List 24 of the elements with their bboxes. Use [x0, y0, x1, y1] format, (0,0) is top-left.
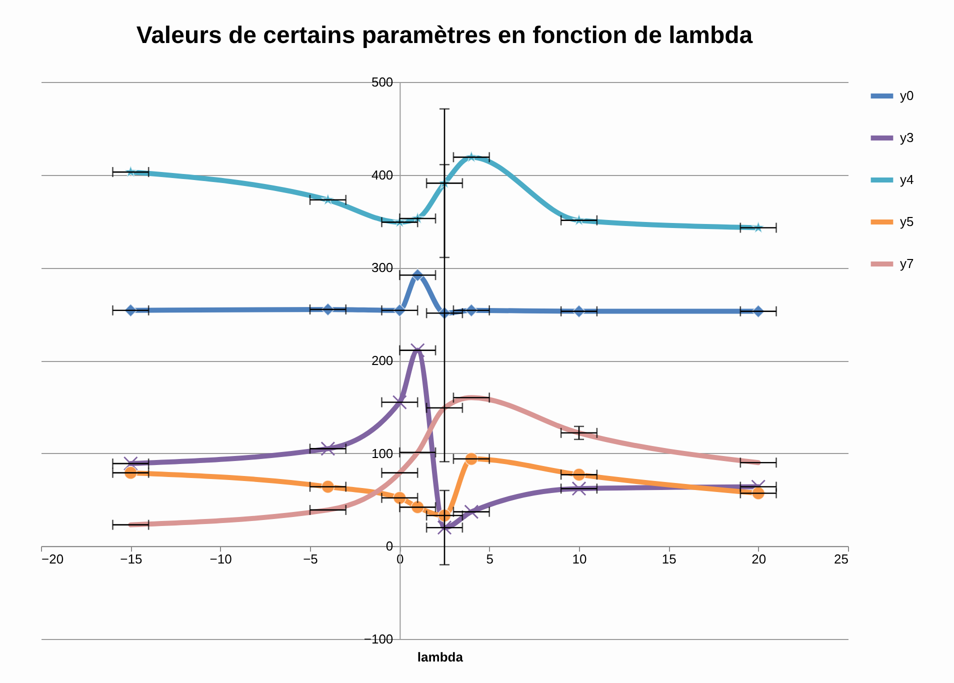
y-tick-label: 0 [386, 538, 394, 554]
x-tick-label: 10 [572, 552, 587, 567]
chart-title: Valeurs de certains paramètres en fonction de lambda [136, 22, 754, 49]
x-tick-label: −5 [303, 552, 318, 567]
legend-label: y4 [900, 172, 914, 187]
x-tick-label: −10 [210, 552, 232, 567]
y-tick-label: −100 [364, 632, 394, 646]
x-axis-title: lambda [417, 650, 464, 664]
x-tick-label: 20 [752, 552, 766, 567]
y-tick-label: 300 [371, 260, 394, 276]
y-tick-label: 400 [371, 167, 394, 182]
legend-label: y3 [900, 130, 914, 145]
x-tick-label: 0 [396, 552, 404, 567]
y-tick-label: 200 [371, 353, 394, 368]
legend-label: y0 [900, 88, 914, 103]
legend-label: y7 [900, 256, 914, 271]
y-tick-label: 100 [371, 446, 394, 461]
legend-label: y5 [900, 214, 914, 229]
x-tick-label: −20 [42, 552, 64, 567]
x-tick-label: −15 [120, 552, 142, 567]
x-tick-label: 5 [486, 552, 494, 567]
x-tick-label: 25 [834, 552, 848, 567]
y-tick-label: 500 [371, 74, 394, 90]
x-tick-label: 15 [662, 552, 676, 567]
